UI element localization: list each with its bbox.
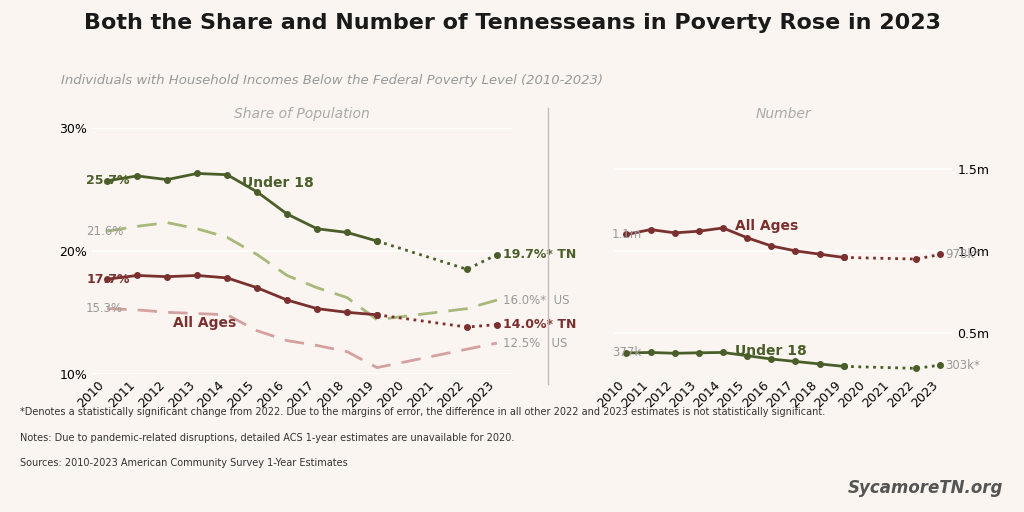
Text: 16.0%*  US: 16.0%* US	[503, 293, 569, 307]
Text: All Ages: All Ages	[735, 219, 799, 232]
Text: 377k: 377k	[612, 347, 641, 359]
Text: Notes: Due to pandemic-related disruptions, detailed ACS 1-year estimates are un: Notes: Due to pandemic-related disruptio…	[20, 433, 515, 443]
Text: Both the Share and Number of Tennesseans in Poverty Rose in 2023: Both the Share and Number of Tennesseans…	[84, 13, 940, 33]
Text: 12.5%   US: 12.5% US	[503, 336, 567, 350]
Text: 21.6%: 21.6%	[86, 225, 124, 238]
Text: Share of Population: Share of Population	[234, 106, 370, 121]
Text: Under 18: Under 18	[735, 344, 807, 358]
Text: All Ages: All Ages	[173, 316, 237, 330]
Text: 14.0%* TN: 14.0%* TN	[503, 318, 577, 331]
Text: 25.7%: 25.7%	[86, 175, 130, 187]
Text: 15.3%: 15.3%	[86, 302, 123, 315]
Text: Sources: 2010-2023 American Community Survey 1-Year Estimates: Sources: 2010-2023 American Community Su…	[20, 458, 348, 468]
Text: 1.1m: 1.1m	[612, 228, 642, 241]
Text: 19.7%* TN: 19.7%* TN	[503, 248, 577, 261]
Text: 17.7%: 17.7%	[86, 273, 130, 286]
Text: *Denotes a statistically significant change from 2022. Due to the margins of err: *Denotes a statistically significant cha…	[20, 407, 825, 417]
Text: Under 18: Under 18	[242, 176, 313, 190]
Text: SycamoreTN.org: SycamoreTN.org	[848, 479, 1004, 497]
Text: Individuals with Household Incomes Below the Federal Poverty Level (2010-2023): Individuals with Household Incomes Below…	[61, 74, 603, 87]
Text: 978k*: 978k*	[945, 248, 980, 261]
Text: 303k*: 303k*	[945, 358, 980, 372]
Text: Number: Number	[756, 106, 811, 121]
